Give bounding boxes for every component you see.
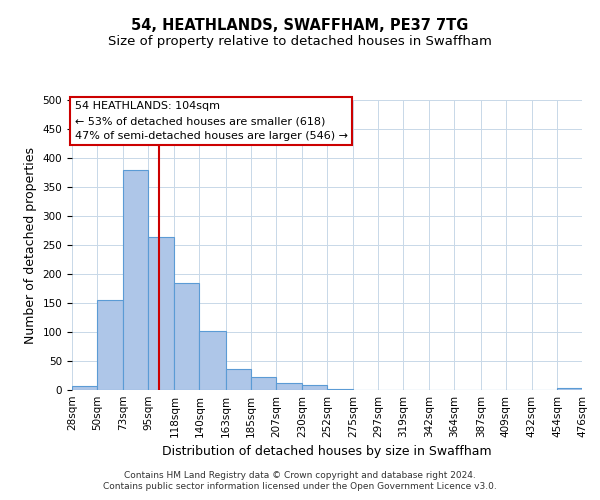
Text: 54 HEATHLANDS: 104sqm
← 53% of detached houses are smaller (618)
47% of semi-det: 54 HEATHLANDS: 104sqm ← 53% of detached … bbox=[74, 102, 347, 141]
Bar bbox=[148, 238, 175, 390]
Y-axis label: Number of detached properties: Number of detached properties bbox=[24, 146, 37, 344]
Bar bbox=[557, 388, 582, 390]
Text: 54, HEATHLANDS, SWAFFHAM, PE37 7TG: 54, HEATHLANDS, SWAFFHAM, PE37 7TG bbox=[131, 18, 469, 32]
Bar bbox=[123, 170, 148, 390]
Bar bbox=[226, 369, 251, 390]
Bar bbox=[199, 332, 226, 390]
Bar bbox=[302, 385, 327, 390]
Bar bbox=[276, 383, 302, 390]
Text: Contains HM Land Registry data © Crown copyright and database right 2024.: Contains HM Land Registry data © Crown c… bbox=[124, 471, 476, 480]
Bar bbox=[251, 377, 276, 390]
Bar bbox=[97, 300, 123, 390]
Text: Size of property relative to detached houses in Swaffham: Size of property relative to detached ho… bbox=[108, 35, 492, 48]
X-axis label: Distribution of detached houses by size in Swaffham: Distribution of detached houses by size … bbox=[162, 446, 492, 458]
Bar bbox=[175, 284, 199, 390]
Text: Contains public sector information licensed under the Open Government Licence v3: Contains public sector information licen… bbox=[103, 482, 497, 491]
Bar bbox=[72, 386, 97, 390]
Bar bbox=[327, 389, 353, 390]
